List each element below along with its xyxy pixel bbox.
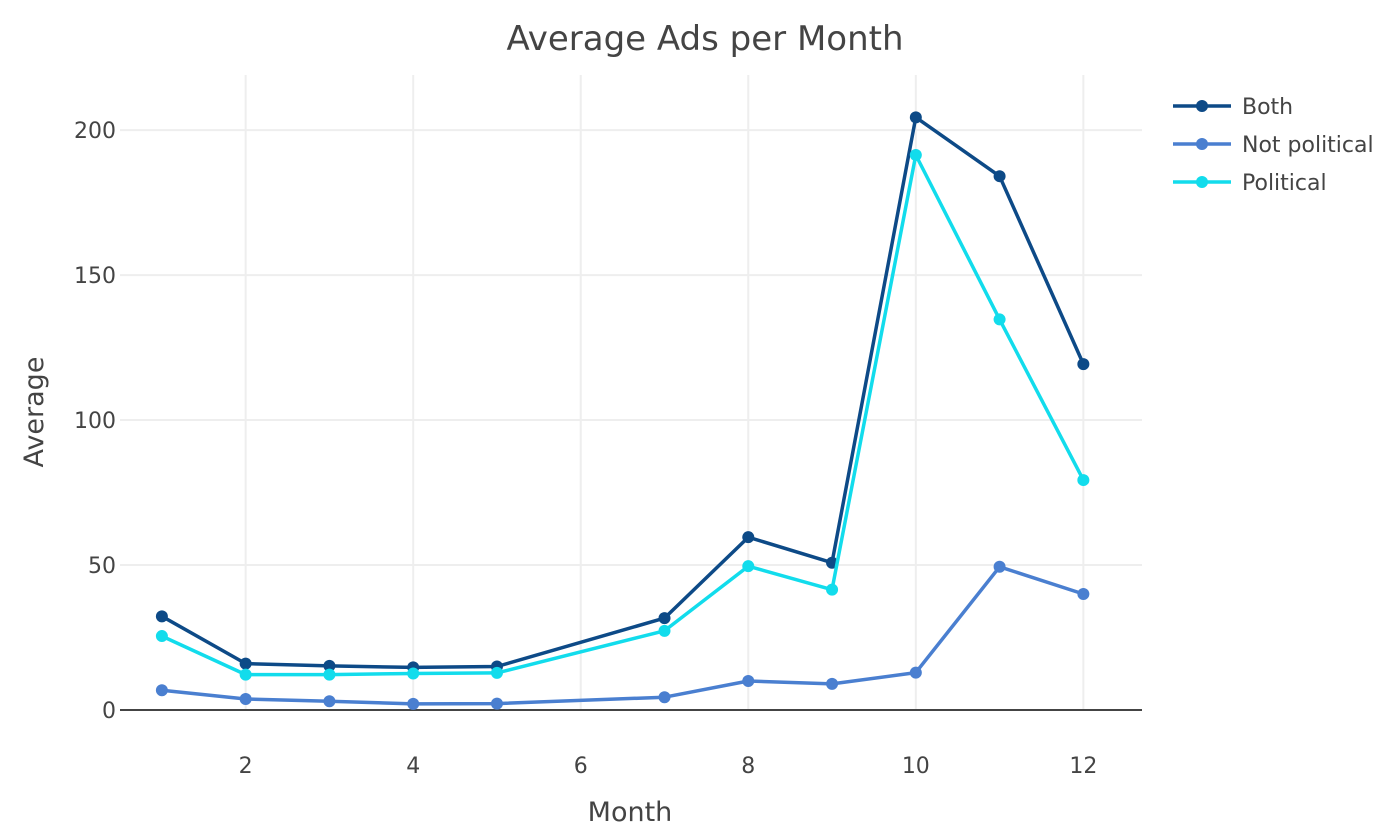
legend-item-not-political[interactable]: Not political — [1173, 133, 1374, 158]
data-point[interactable] — [323, 695, 336, 708]
y-tick-label: 50 — [88, 554, 116, 579]
legend-label: Both — [1242, 95, 1293, 120]
legend-item-both[interactable]: Both — [1173, 95, 1293, 120]
axis-layer: 2 4 6 8 10 12 0 50 100 150 200 — [74, 119, 1142, 779]
data-point[interactable] — [490, 697, 503, 710]
legend-marker — [1196, 176, 1208, 188]
series-line — [161, 565, 1084, 706]
data-point[interactable] — [155, 630, 168, 643]
legend-marker — [1196, 100, 1208, 112]
chart-title: Average Ads per Month — [506, 19, 903, 59]
data-point[interactable] — [993, 313, 1006, 326]
x-tick-label: 8 — [741, 754, 755, 779]
y-tick-label: 0 — [102, 699, 116, 724]
data-point[interactable] — [742, 531, 755, 544]
y-axis-title: Average — [19, 357, 50, 468]
series-political — [155, 149, 1090, 681]
legend-marker — [1196, 138, 1208, 150]
legend[interactable]: Both Not political Political — [1173, 95, 1374, 196]
x-tick-label: 2 — [239, 754, 253, 779]
x-tick-label: 10 — [902, 754, 930, 779]
data-point[interactable] — [407, 697, 420, 710]
data-point[interactable] — [239, 692, 252, 705]
legend-item-political[interactable]: Political — [1173, 171, 1327, 196]
y-tick-label: 150 — [74, 264, 116, 289]
data-point[interactable] — [239, 657, 252, 670]
data-point[interactable] — [323, 668, 336, 681]
series-both — [155, 111, 1090, 674]
legend-label: Political — [1242, 171, 1327, 196]
data-point[interactable] — [909, 149, 922, 162]
data-point[interactable] — [658, 691, 671, 704]
data-point[interactable] — [155, 610, 168, 623]
y-tick-label: 200 — [74, 119, 116, 144]
data-point[interactable] — [742, 675, 755, 688]
data-point[interactable] — [323, 659, 336, 672]
legend-label: Not political — [1242, 133, 1374, 158]
data-point[interactable] — [993, 560, 1006, 573]
data-point[interactable] — [742, 560, 755, 573]
x-tick-label: 6 — [574, 754, 588, 779]
grid-layer — [120, 75, 1142, 710]
data-point[interactable] — [239, 668, 252, 681]
data-point[interactable] — [1077, 358, 1090, 371]
data-point[interactable] — [490, 666, 503, 679]
data-point[interactable] — [909, 111, 922, 124]
data-point[interactable] — [909, 666, 922, 679]
data-point[interactable] — [155, 684, 168, 697]
y-tick-label: 100 — [74, 409, 116, 434]
data-point[interactable] — [826, 677, 839, 690]
data-point[interactable] — [993, 170, 1006, 183]
data-point[interactable] — [1077, 588, 1090, 601]
series-layer — [155, 111, 1090, 710]
series-line — [161, 153, 1085, 677]
x-tick-label: 12 — [1069, 754, 1097, 779]
series-not-political — [155, 560, 1090, 710]
data-point[interactable] — [1077, 474, 1090, 487]
data-point[interactable] — [658, 612, 671, 625]
x-tick-label: 4 — [406, 754, 420, 779]
x-axis-title: Month — [588, 797, 673, 828]
data-point[interactable] — [658, 624, 671, 637]
data-point[interactable] — [826, 583, 839, 596]
data-point[interactable] — [407, 667, 420, 680]
series-line — [161, 115, 1085, 670]
